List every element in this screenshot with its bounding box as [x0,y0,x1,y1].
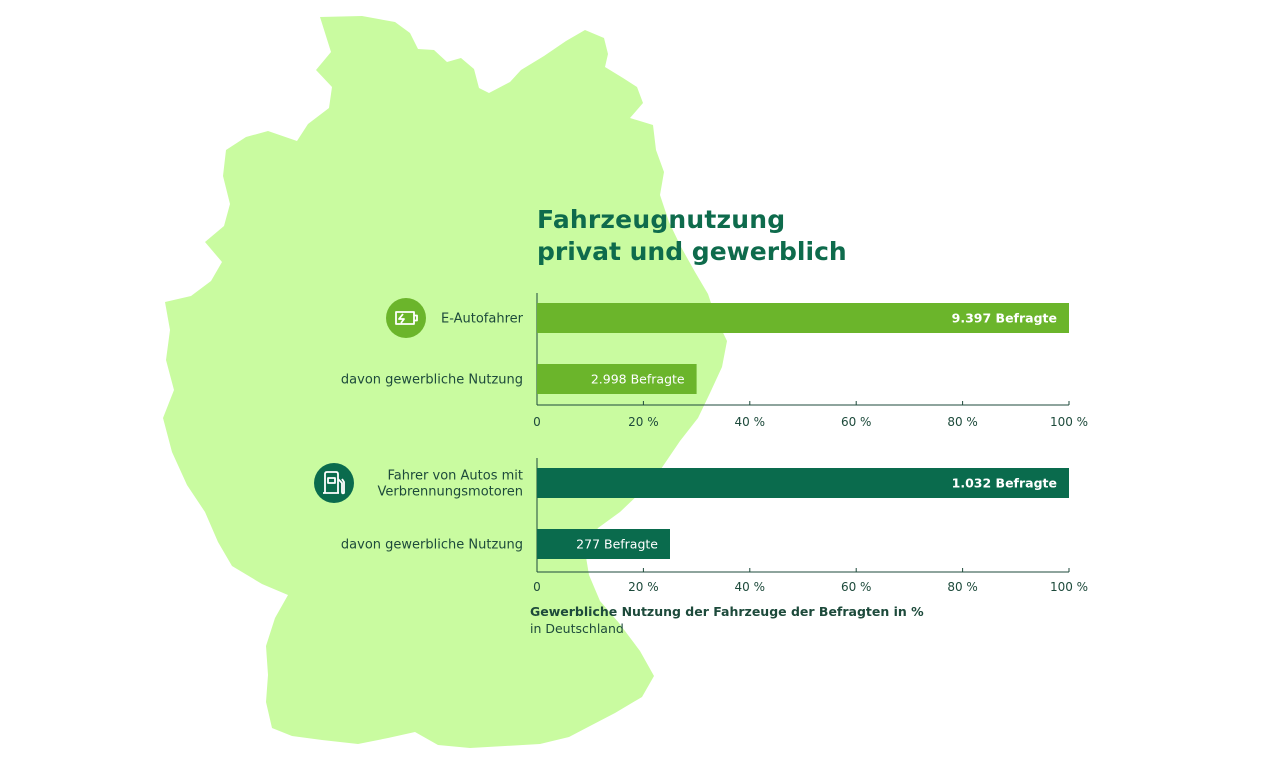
x-tick-label: 60 % [841,580,872,594]
bar [537,529,670,559]
bar-value-label: 277 Befragte [576,537,658,552]
bar-value-label: 1.032 Befragte [952,476,1057,491]
bar [537,303,1069,333]
x-tick-label: 100 % [1050,580,1088,594]
x-tick-label: 0 [533,580,541,594]
chart-footnote-title: Gewerbliche Nutzung der Fahrzeuge der Be… [530,604,924,619]
x-tick-label: 80 % [947,415,978,429]
x-tick-label: 60 % [841,415,872,429]
chart-title: Fahrzeugnutzung [537,205,786,234]
x-tick-label: 100 % [1050,415,1088,429]
category-label: E-Autofahrer [441,312,524,327]
category-label: Fahrer von Autos mit Verbrennungsmotoren [378,469,523,500]
x-tick-label: 20 % [628,580,659,594]
x-tick-label: 20 % [628,415,659,429]
bar-value-label: 2.998 Befragte [591,372,685,387]
bar [537,364,697,394]
x-tick-label: 40 % [735,580,766,594]
category-label: davon gewerbliche Nutzung [341,373,523,388]
x-tick-label: 80 % [947,580,978,594]
bar [537,468,1069,498]
ev-battery-icon [386,298,426,338]
germany-map-shape [163,16,727,748]
x-tick-label: 0 [533,415,541,429]
category-label: davon gewerbliche Nutzung [341,538,523,553]
x-tick-label: 40 % [735,415,766,429]
chart-footnote-subtitle: in Deutschland [530,621,624,636]
fuel-pump-icon [314,463,354,503]
chart-subtitle: privat und gewerblich [537,237,847,266]
bar-value-label: 9.397 Befragte [952,311,1057,326]
